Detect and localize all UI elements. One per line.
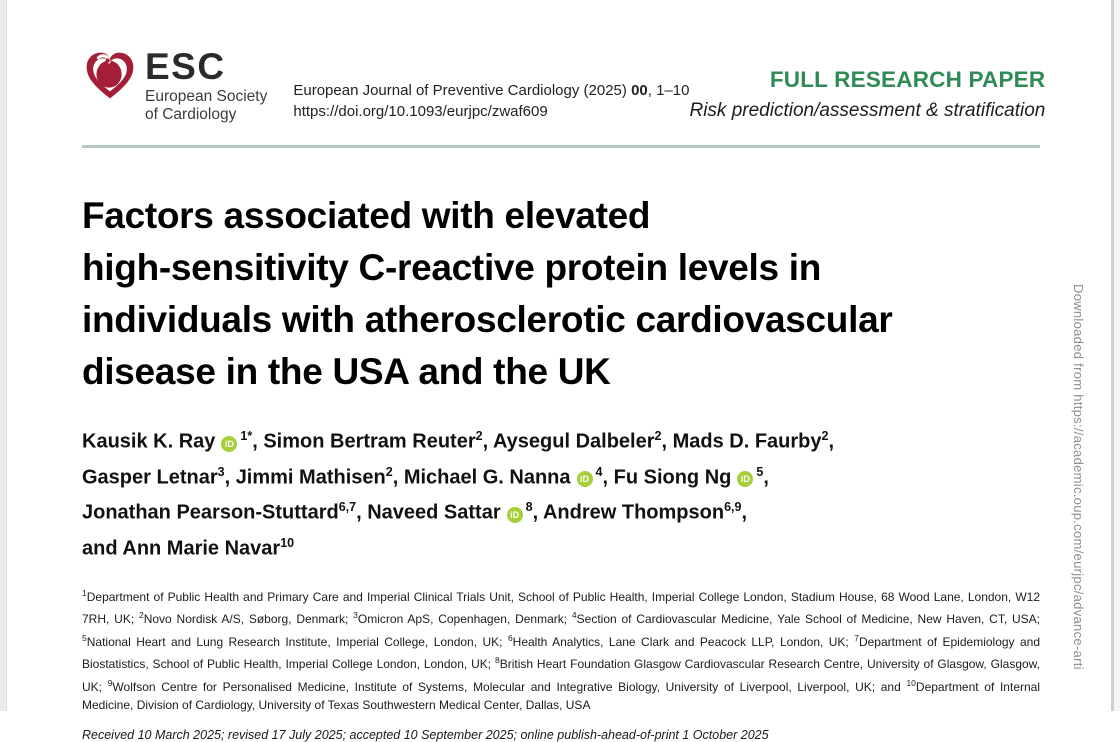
affiliations: 1Department of Public Health and Primary… <box>82 587 1041 713</box>
author-name: Andrew Thompson <box>542 501 725 524</box>
esc-society-line1: European Society <box>145 88 268 105</box>
header-divider-rule <box>82 145 1040 148</box>
author-list: Kausik K. Ray iD1*, Simon Bertram Reuter2… <box>82 421 1040 564</box>
orcid-icon[interactable]: iD <box>221 435 238 452</box>
affiliation-superscript: 1 <box>82 587 87 598</box>
title-line: individuals with atherosclerotic cardiov… <box>82 299 893 340</box>
author-name: Mads D. Faurby <box>672 430 822 453</box>
author-name: Gasper Letnar <box>82 466 218 489</box>
author-name: and Ann Marie Navar <box>82 537 281 560</box>
author-affiliation-superscript: 10 <box>280 535 295 550</box>
affiliation-superscript: 8 <box>494 655 500 666</box>
author-affiliation-superscript: 2 <box>475 429 483 443</box>
affiliation-superscript: 10 <box>906 677 916 688</box>
orcid-icon[interactable]: iD <box>737 471 754 488</box>
author-affiliation-superscript: 6,9 <box>724 500 742 515</box>
article-type-label: FULL RESEARCH PAPER <box>769 67 1046 92</box>
affiliation-superscript: 6 <box>507 632 513 643</box>
affiliation-superscript: 4 <box>571 610 577 621</box>
orcid-icon[interactable]: iD <box>506 506 523 523</box>
orcid-icon[interactable]: iD <box>576 471 593 488</box>
page-right-edge <box>1111 0 1114 711</box>
author-affiliation-superscript: 2 <box>385 464 393 479</box>
author-name: Jonathan Pearson-Stuttard <box>82 501 339 524</box>
author-affiliation-superscript: 8 <box>525 500 533 515</box>
journal-citation-block: European Journal of Preventive Cardiolog… <box>293 80 689 124</box>
title-line: Factors associated with elevated <box>82 195 651 236</box>
author-name: Simon Bertram Reuter <box>263 430 476 453</box>
affiliation-superscript: 7 <box>854 632 859 643</box>
affiliation-superscript: 9 <box>107 677 113 688</box>
author-name: Fu Siong Ng <box>613 466 732 489</box>
esc-logo-text: ESC European Society of Cardiology <box>145 46 267 124</box>
journal-header: ESC European Society of Cardiology Europ… <box>82 0 1045 124</box>
article-title: Factors associated with elevated high-se… <box>82 190 1040 398</box>
journal-citation: European Journal of Preventive Cardiolog… <box>293 80 689 101</box>
author-line: Kausik K. Ray iD1*, Simon Bertram Reuter2… <box>82 429 835 453</box>
author-name: Kausik K. Ray <box>82 430 216 453</box>
author-affiliation-superscript: 5 <box>756 464 764 479</box>
download-watermark: Downloaded from https://academic.oup.com… <box>1071 284 1086 670</box>
author-line: Jonathan Pearson-Stuttard6,7, Naveed Sat… <box>82 500 748 524</box>
author-name: Naveed Sattar <box>367 501 501 524</box>
article-type-block: FULL RESEARCH PAPER Risk prediction/asse… <box>689 67 1045 124</box>
author-name: Michael G. Nanna <box>403 466 571 489</box>
esc-society-line2: of Cardiology <box>145 106 237 123</box>
affiliation-superscript: 2 <box>138 610 144 621</box>
author-affiliation-superscript: 3 <box>217 464 225 479</box>
journal-name-issue: European Journal of Preventive Cardiolog… <box>293 82 632 99</box>
author-line: and Ann Marie Navar10 <box>82 528 1040 564</box>
author-affiliation-superscript: 4 <box>595 464 603 479</box>
author-name: Jimmi Mathisen <box>235 466 386 489</box>
author-name: Aysegul Dalbeler <box>492 430 655 453</box>
journal-doi-link[interactable]: https://doi.org/10.1093/eurjpc/zwaf609 <box>293 103 548 120</box>
article-history-line: Received 10 March 2025; revised 17 July … <box>82 727 769 742</box>
page-left-edge <box>0 0 7 711</box>
journal-pages: , 1–10 <box>647 82 690 99</box>
title-line: high-sensitivity C-reactive protein leve… <box>82 247 822 288</box>
article-category-label: Risk prediction/assessment & stratificat… <box>689 100 1046 121</box>
esc-heart-icon <box>86 52 134 99</box>
title-line: disease in the USA and the UK <box>82 351 611 392</box>
esc-logo: ESC European Society of Cardiology <box>82 46 267 124</box>
author-affiliation-superscript: 2 <box>654 429 662 443</box>
page-right-gutter <box>1114 0 1120 711</box>
journal-volume: 00 <box>631 82 648 99</box>
author-line: Gasper Letnar3, Jimmi Mathisen2, Michael… <box>82 464 769 489</box>
esc-acronym: ESC <box>145 46 226 87</box>
affiliation-superscript: 5 <box>82 632 87 643</box>
author-affiliation-superscript: 6,7 <box>338 500 357 515</box>
paper-first-page: ESC European Society of Cardiology Europ… <box>82 0 1045 742</box>
author-affiliation-superscript: 2 <box>821 429 829 443</box>
affiliation-superscript: 3 <box>353 610 358 621</box>
author-affiliation-superscript: 1* <box>240 429 253 443</box>
